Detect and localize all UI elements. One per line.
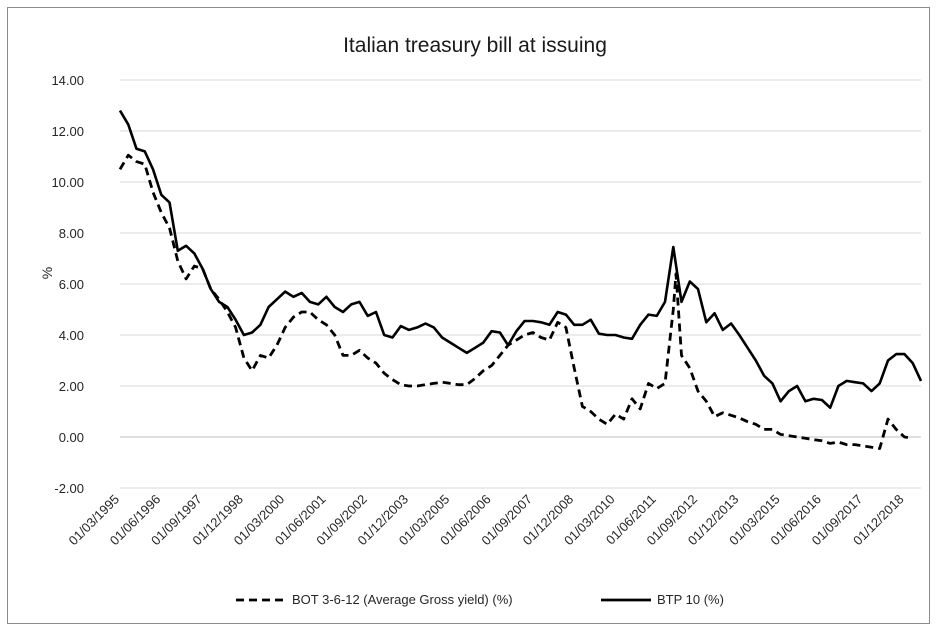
legend-item-btp-label: BTP 10 (%) xyxy=(657,592,724,607)
legend: BOT 3-6-12 (Average Gross yield) (%) BTP … xyxy=(236,592,724,607)
series-lines xyxy=(118,109,923,450)
y-tick-label: 2.00 xyxy=(59,379,84,394)
y-tick-label: 0.00 xyxy=(59,430,84,445)
y-tick-label: 6.00 xyxy=(59,277,84,292)
y-tick-label: 10.00 xyxy=(51,175,84,190)
legend-item-bot-label: BOT 3-6-12 (Average Gross yield) (%) xyxy=(292,592,513,607)
y-tick-label: 12.00 xyxy=(51,124,84,139)
line-chart: Italian treasury bill at issuing % -2.00… xyxy=(39,34,923,607)
chart-title: Italian treasury bill at issuing xyxy=(343,34,607,57)
y-axis-label: % xyxy=(39,267,55,279)
chart-frame: Italian treasury bill at issuing % -2.00… xyxy=(7,7,930,624)
y-tick-labels: -2.00 0.00 2.00 4.00 6.00 8.00 10.00 12.00 14.00 xyxy=(51,73,84,496)
y-tick-label: 14.00 xyxy=(51,73,84,88)
y-tick-label: 4.00 xyxy=(59,328,84,343)
gridlines xyxy=(120,79,921,489)
y-tick-label: 8.00 xyxy=(59,226,84,241)
series-line-btp xyxy=(118,109,923,409)
series-line-bot xyxy=(118,153,913,450)
x-tick-labels: 01/03/199501/06/199601/09/199701/12/1998… xyxy=(65,492,906,549)
y-tick-label: -2.00 xyxy=(54,481,84,496)
